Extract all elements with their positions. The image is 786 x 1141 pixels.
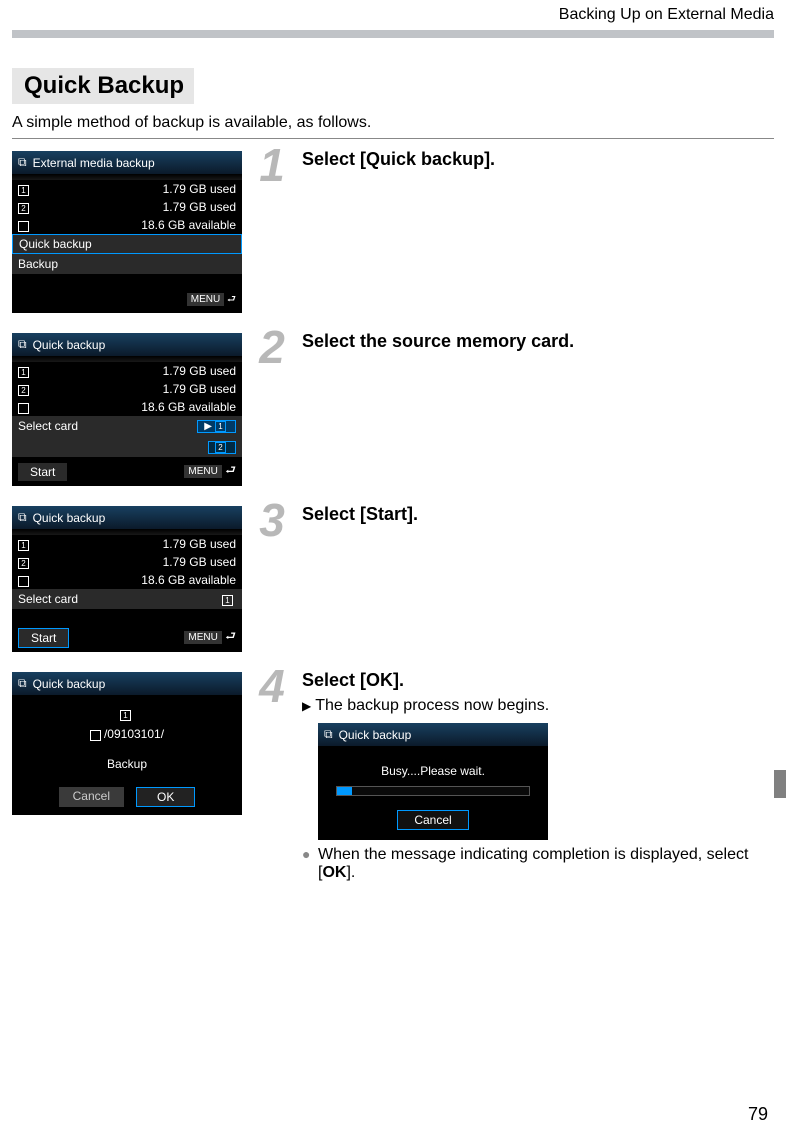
step4-number: 4 (252, 666, 292, 707)
screen2-line2: 1.79 GB used (163, 382, 236, 396)
screen1-title: External media backup (33, 156, 155, 170)
screen3-line3: 18.6 GB available (141, 573, 236, 587)
screen4-ok-btn: OK (136, 787, 195, 807)
screen1-line2: 1.79 GB used (163, 200, 236, 214)
screen1-line3: 18.6 GB available (141, 218, 236, 232)
screen2-line3: 18.6 GB available (141, 400, 236, 414)
screen3-menu: MENU (184, 631, 221, 644)
header-divider (12, 30, 774, 38)
step4-bullet: When the message indicating completion i… (302, 846, 774, 882)
step3-screenshot: Quick backup 11.79 GB used 21.79 GB used… (12, 506, 242, 652)
screen2-select-label: Select card (18, 419, 78, 433)
step2-number: 2 (252, 327, 292, 368)
step1-number: 1 (252, 145, 292, 186)
screen3-start-btn: Start (18, 628, 69, 648)
step-3: Quick backup 11.79 GB used 21.79 GB used… (12, 504, 774, 652)
intro-text: A simple method of backup is available, … (12, 114, 774, 139)
busy-title: Quick backup (339, 728, 412, 742)
steps-list: External media backup 11.79 GB used 21.7… (12, 149, 774, 882)
step-4: Quick backup 1 /09103101/ Backup Cancel … (12, 670, 774, 882)
step4-screenshot: Quick backup 1 /09103101/ Backup Cancel … (12, 672, 242, 815)
screen4-folder: /09103101/ (104, 727, 164, 741)
chapter-title: Backing Up on External Media (12, 0, 774, 24)
busy-text: Busy....Please wait. (318, 746, 548, 778)
screen4-cancel-btn: Cancel (59, 787, 124, 807)
step-2: Quick backup 11.79 GB used 21.79 GB used… (12, 331, 774, 486)
section-heading: Quick Backup (12, 68, 194, 104)
step-1: External media backup 11.79 GB used 21.7… (12, 149, 774, 313)
screen1-highlight: Quick backup (12, 234, 242, 254)
step1-title: Select [Quick backup]. (302, 149, 774, 170)
screen3-line1: 1.79 GB used (163, 537, 236, 551)
screen4-label: Backup (12, 757, 242, 771)
screen1-line1: 1.79 GB used (163, 182, 236, 196)
screen2-menu: MENU (184, 465, 221, 478)
step2-title: Select the source memory card. (302, 331, 774, 352)
screen3-select-label: Select card (18, 592, 78, 606)
progress-bar (336, 786, 530, 796)
step4-subtext: The backup process now begins. (302, 697, 774, 715)
page-number: 79 (748, 1104, 768, 1125)
busy-cancel-btn: Cancel (397, 810, 468, 830)
screen3-line2: 1.79 GB used (163, 555, 236, 569)
screen3-title: Quick backup (33, 511, 106, 525)
screen2-start-btn: Start (18, 463, 67, 481)
screen2-title: Quick backup (33, 338, 106, 352)
screen4-title: Quick backup (33, 677, 106, 691)
side-tab-marker (774, 770, 786, 798)
screen1-under: Backup (12, 254, 242, 274)
screen2-line1: 1.79 GB used (163, 364, 236, 378)
step2-screenshot: Quick backup 11.79 GB used 21.79 GB used… (12, 333, 242, 486)
screen1-menu: MENU (187, 293, 224, 306)
step4-title: Select [OK]. (302, 670, 774, 691)
step1-screenshot: External media backup 11.79 GB used 21.7… (12, 151, 242, 313)
busy-screenshot: Quick backup Busy....Please wait. Cancel (318, 723, 548, 840)
step3-number: 3 (252, 500, 292, 541)
step3-title: Select [Start]. (302, 504, 774, 525)
